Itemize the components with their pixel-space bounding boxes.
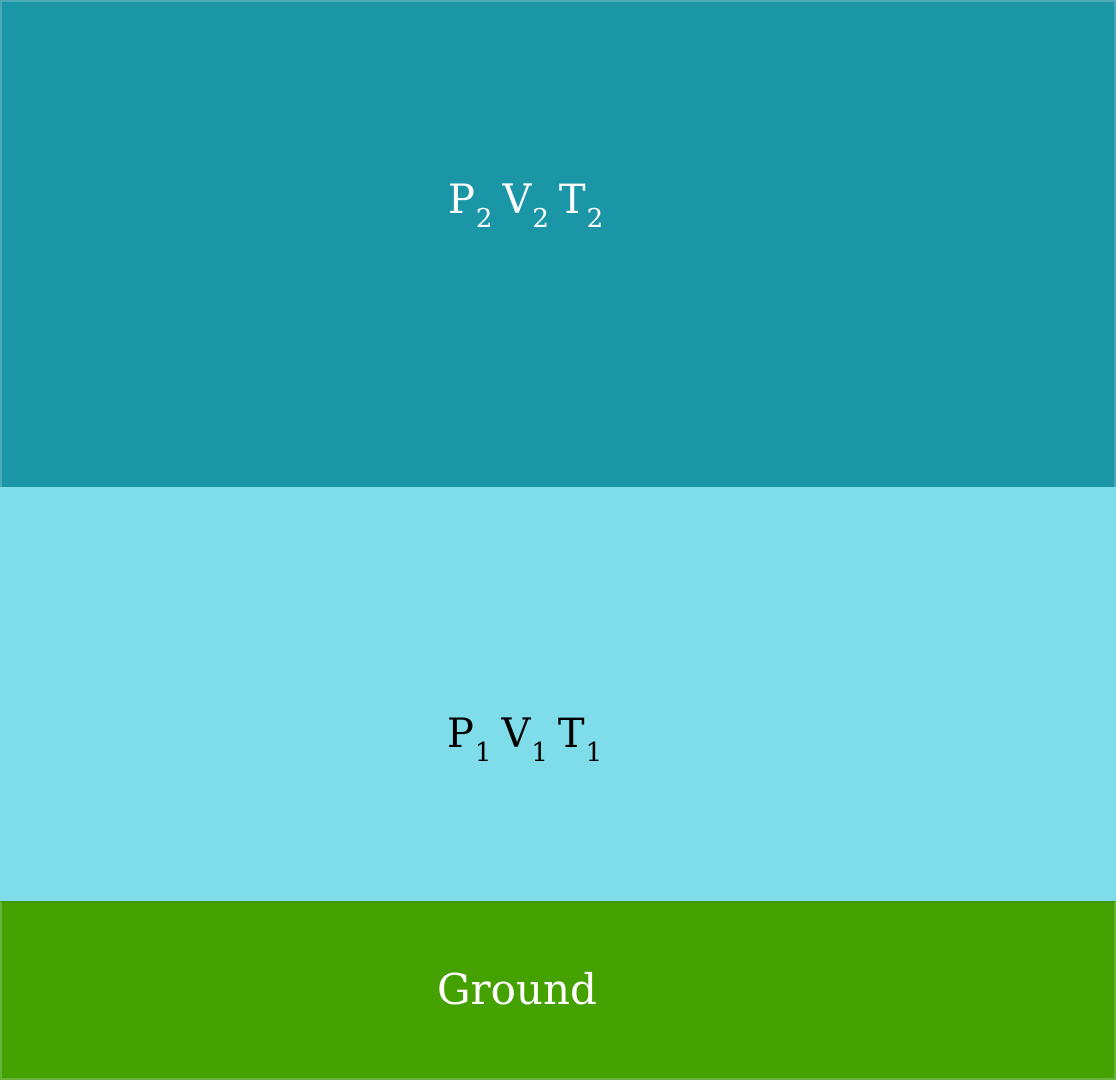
ground-layer: Ground (0, 901, 1116, 1080)
pressure-2: P2 (448, 177, 493, 234)
upper-layer-state-label: P2 V2 T2 (448, 177, 604, 234)
pressure-1: P1 (447, 711, 492, 768)
lower-layer-state-label: P1 V1 T1 (447, 711, 603, 768)
volume-2: V2 (502, 177, 549, 234)
upper-air-layer: P2 V2 T2 (0, 0, 1116, 487)
temperature-1: T1 (557, 711, 603, 768)
ground-label: Ground (437, 965, 597, 1014)
lower-air-layer: P1 V1 T1 (0, 487, 1116, 901)
temperature-2: T2 (558, 177, 604, 234)
volume-1: V1 (501, 711, 548, 768)
